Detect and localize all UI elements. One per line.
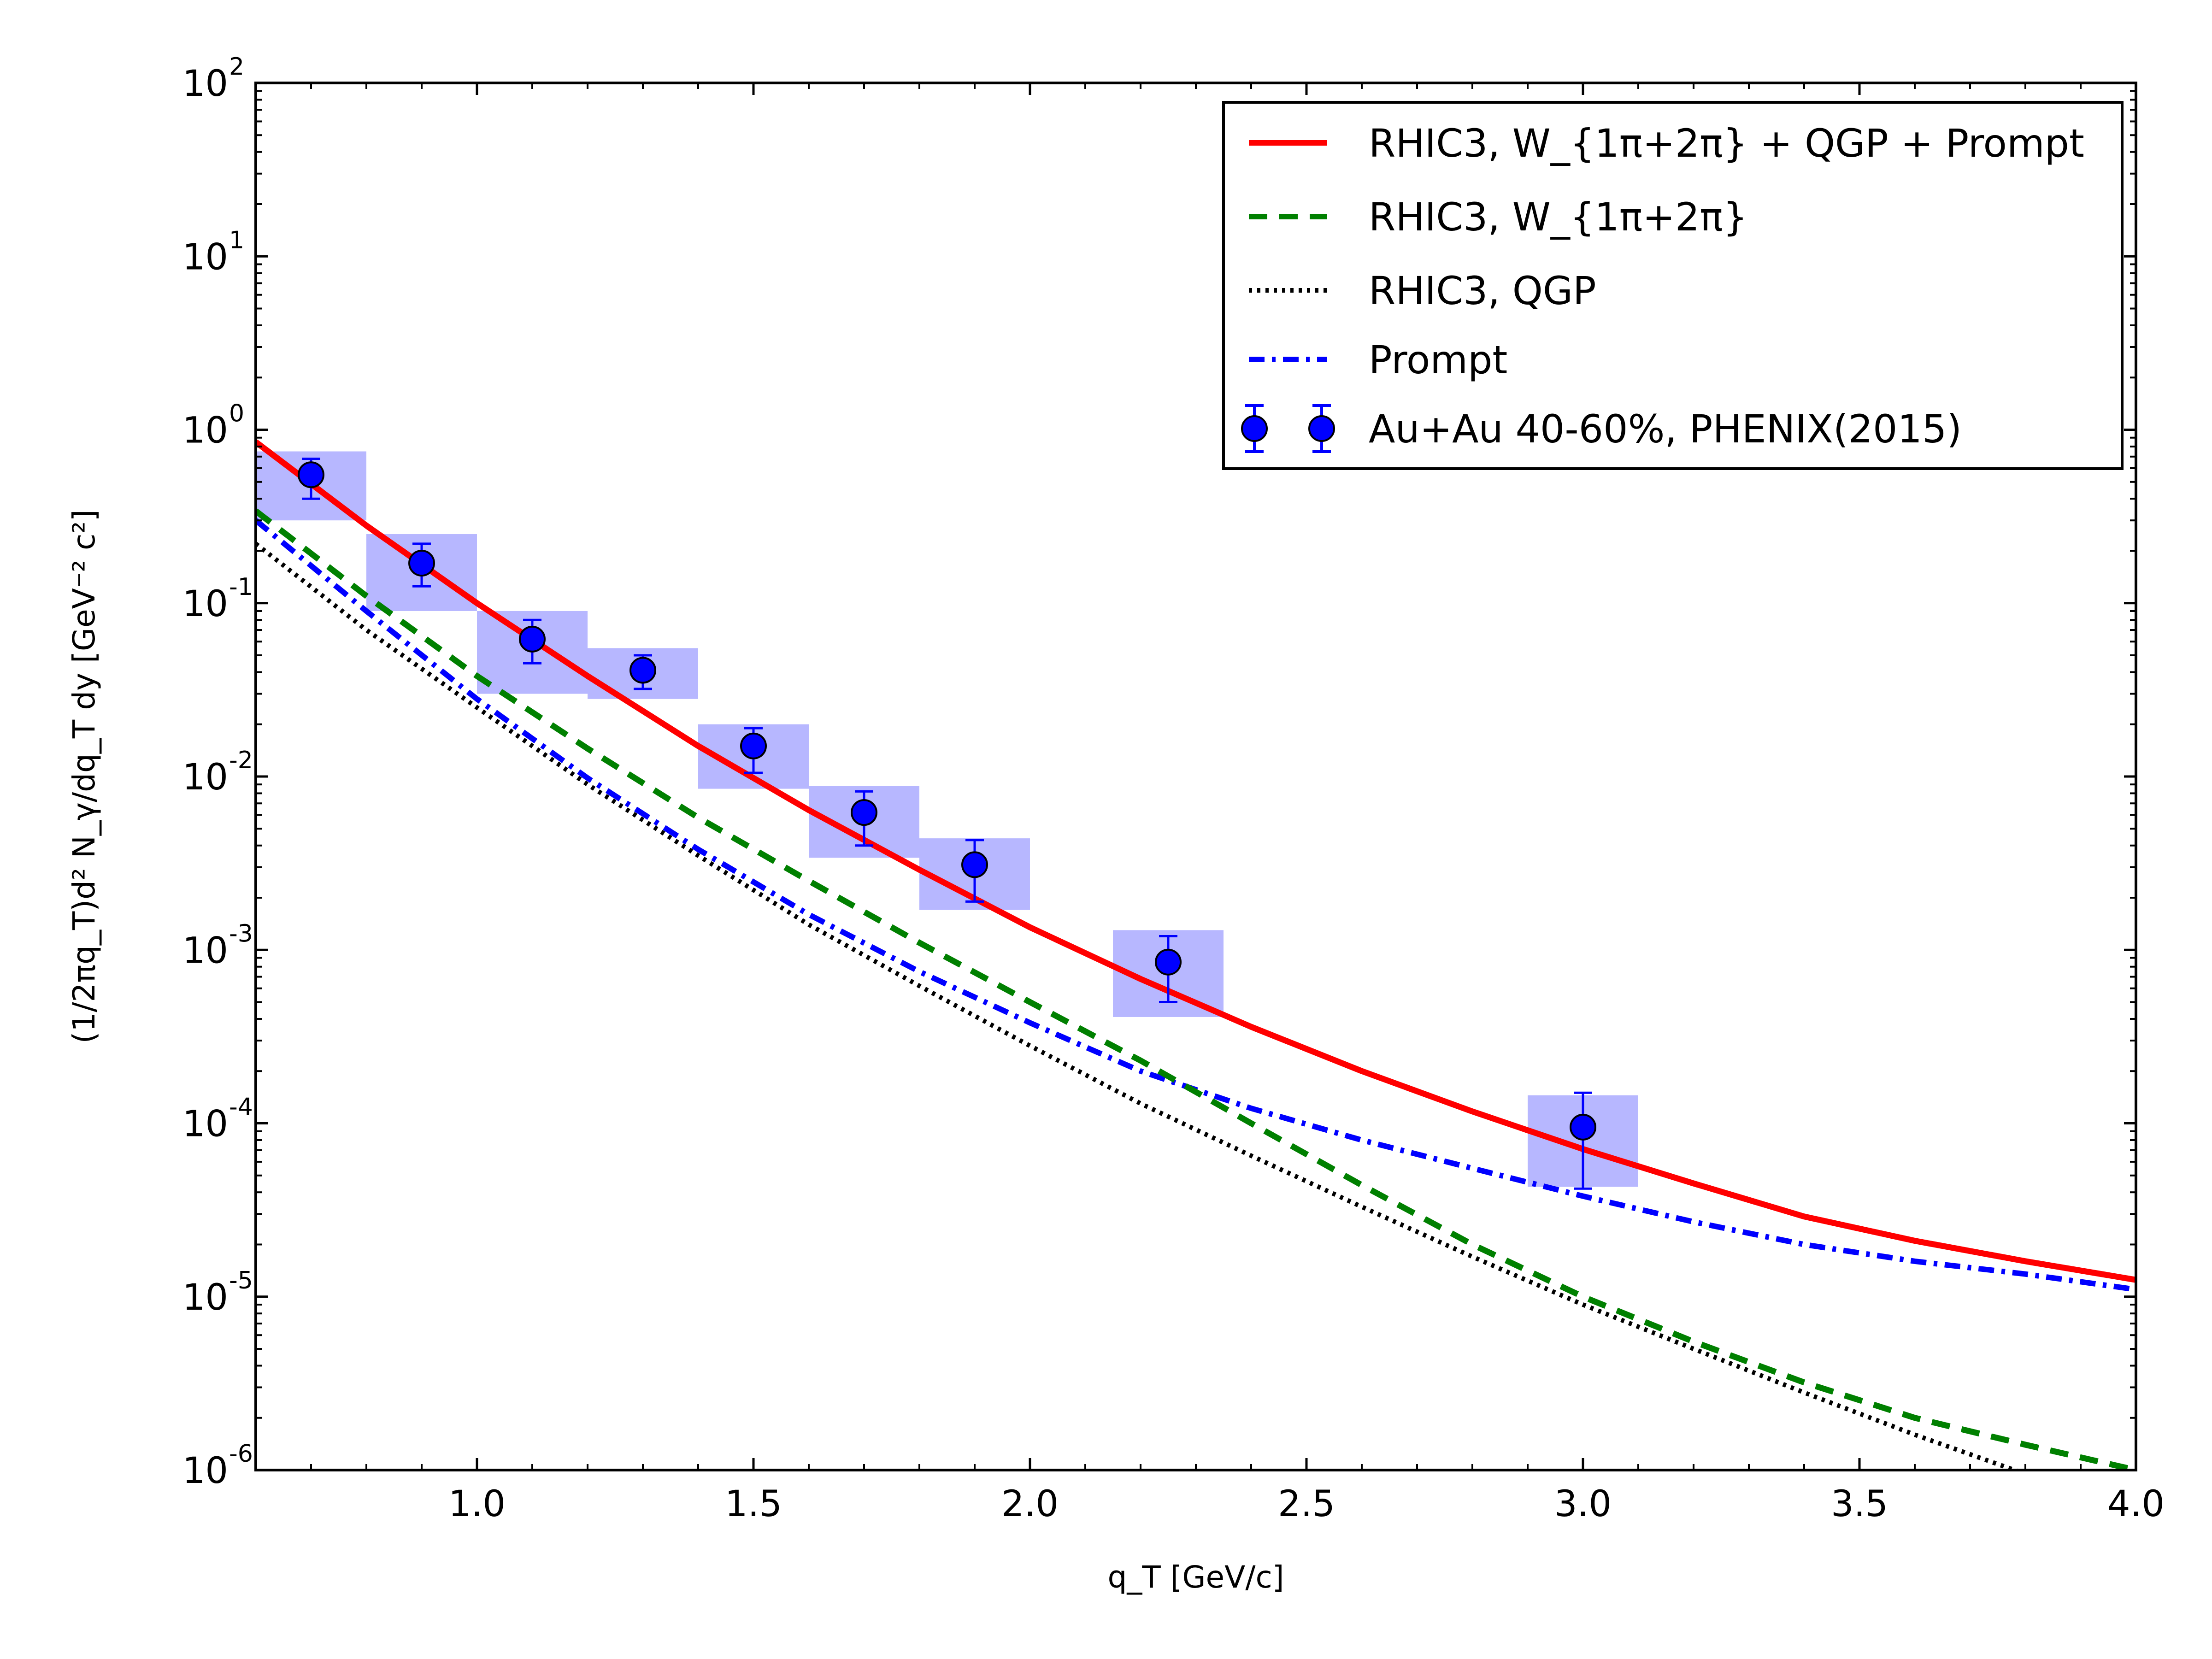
- x-tick-label: 4.0: [2107, 1483, 2165, 1525]
- y-tick-label: 10: [182, 583, 228, 625]
- data-point: [519, 625, 546, 653]
- y-tick-label: 10: [182, 236, 228, 278]
- data-point: [740, 732, 767, 759]
- data-point: [408, 550, 435, 577]
- x-tick-label: 1.5: [725, 1483, 782, 1525]
- y-tick-label: 10: [182, 410, 228, 452]
- legend: RHIC3, W_{1π+2π} + QGP + Prompt RHIC3, W…: [1222, 101, 2124, 470]
- x-tick-label: 1.0: [448, 1483, 506, 1525]
- y-tick-exponent: -5: [229, 1267, 253, 1294]
- data-points: [298, 458, 1596, 1190]
- legend-swatch-data: [1241, 404, 1335, 453]
- y-tick-exponent: -1: [229, 573, 253, 601]
- series-line-dotted: [256, 541, 2022, 1470]
- y-tick-exponent: 2: [229, 53, 244, 81]
- data-point: [298, 461, 324, 488]
- axis-ticks: 1.0 1.5 2.0 2.5 3.0 3.5 4.010-610-510-410 -310-…: [182, 53, 2165, 1525]
- y-tick-exponent: 0: [229, 400, 244, 428]
- y-tick-exponent: 1: [229, 226, 244, 254]
- legend-label-qgp: RHIC3, QGP: [1369, 268, 1596, 313]
- x-tick-label: 3.0: [1554, 1483, 1612, 1525]
- y-tick-exponent: -2: [229, 747, 253, 774]
- y-tick-exponent: -4: [229, 1094, 253, 1121]
- data-point: [851, 799, 877, 826]
- y-tick-label: 10: [182, 930, 228, 971]
- legend-label-total: RHIC3, W_{1π+2π} + QGP + Prompt: [1369, 121, 2084, 166]
- legend-frame: [1222, 101, 2124, 470]
- x-tick-label: 3.5: [1831, 1483, 1888, 1525]
- y-tick-label: 10: [182, 1104, 228, 1145]
- y-axis-label: (1/2πq_T)d² N_γ/dq_T dy [GeV⁻² c²]: [66, 509, 102, 1043]
- data-point: [629, 657, 656, 684]
- y-tick-label: 10: [182, 1277, 228, 1318]
- y-tick-exponent: -6: [229, 1440, 253, 1468]
- y-tick-exponent: -3: [229, 920, 253, 947]
- y-tick-label: 10: [182, 1450, 228, 1492]
- data-point: [1155, 948, 1182, 976]
- y-tick-label: 10: [182, 63, 228, 105]
- x-axis-label: q_T [GeV/c]: [1107, 1559, 1284, 1595]
- legend-label-w: RHIC3, W_{1π+2π}: [1369, 194, 1747, 240]
- series-line-solid: [256, 439, 2136, 1283]
- x-tick-label: 2.5: [1278, 1483, 1335, 1525]
- data-point: [961, 851, 988, 878]
- series-line-dashed: [256, 508, 2136, 1470]
- series-lines: [256, 439, 2136, 1470]
- legend-label-prompt: Prompt: [1369, 337, 1507, 382]
- y-tick-label: 10: [182, 757, 228, 798]
- x-tick-label: 2.0: [1001, 1483, 1059, 1525]
- legend-label-data: Au+Au 40-60%, PHENIX(2015): [1369, 406, 1962, 452]
- data-point: [1570, 1113, 1596, 1141]
